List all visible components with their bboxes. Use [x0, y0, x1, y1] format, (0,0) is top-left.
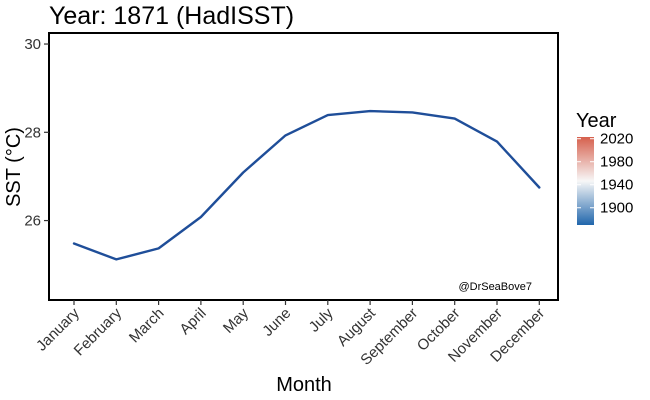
x-axis-title: Month — [276, 374, 332, 396]
legend-title: Year — [576, 110, 617, 132]
x-tick-label: June — [259, 305, 294, 340]
legend-tick-label: 1940 — [600, 177, 633, 194]
x-tick-label: July — [306, 304, 337, 335]
y-tick-label: 30 — [24, 36, 41, 53]
y-tick-label: 28 — [24, 124, 41, 141]
credit-annotation: @DrSeaBove7 — [458, 281, 532, 293]
y-tick-label: 26 — [24, 213, 41, 230]
series-line — [72, 109, 541, 261]
legend-tick-label: 2020 — [600, 131, 633, 148]
legend-tick-label: 1900 — [600, 200, 633, 217]
chart-title: Year: 1871 (HadISST) — [49, 2, 294, 30]
y-axis-title: SST (°C) — [3, 127, 25, 207]
year-legend: Year 2020 1980 1940 1900 — [576, 110, 633, 225]
x-tick-label: May — [220, 304, 252, 336]
x-tick-label: February — [71, 304, 126, 359]
x-tick-label: April — [176, 305, 209, 338]
legend-colorbar — [577, 137, 594, 225]
x-tick-label: March — [126, 305, 167, 346]
y-axis: 26 28 30 — [24, 36, 49, 230]
plot-panel — [48, 32, 559, 301]
legend-tick-label: 1980 — [600, 154, 633, 171]
